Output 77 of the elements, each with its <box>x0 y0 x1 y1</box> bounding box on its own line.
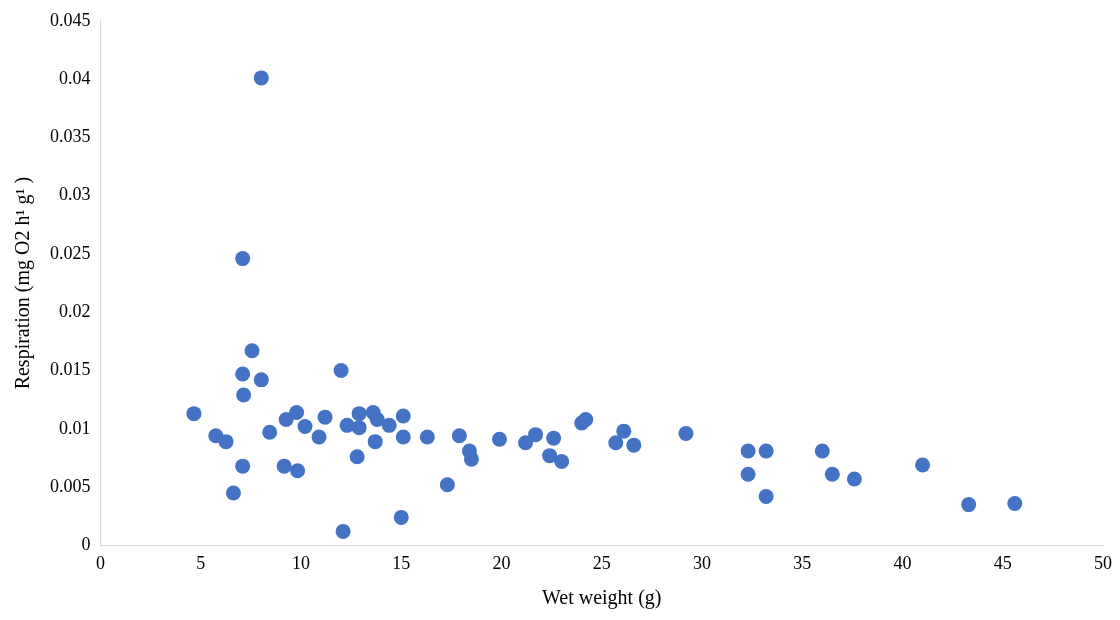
point <box>824 466 840 482</box>
point <box>393 509 409 525</box>
x-tick-label: 15 <box>392 552 411 573</box>
point <box>349 449 365 465</box>
point <box>518 435 534 451</box>
x-axis-title: Wet weight (g) <box>542 586 662 610</box>
x-tick-label: 30 <box>693 552 711 573</box>
point <box>740 466 756 482</box>
point <box>317 409 333 425</box>
point <box>451 428 467 444</box>
point <box>678 425 694 441</box>
y-tick-label: 0 <box>81 534 91 555</box>
point <box>608 435 624 451</box>
x-tick-label: 5 <box>196 552 206 573</box>
y-axis-title: Respiration (mg O2 h¹ g¹ ) <box>11 176 35 390</box>
point <box>578 412 594 427</box>
point <box>253 70 269 86</box>
x-tick-label: 25 <box>592 552 611 573</box>
y-tick-label: 0.045 <box>50 9 91 30</box>
point <box>186 406 202 422</box>
point <box>846 471 862 487</box>
point <box>235 251 251 267</box>
point <box>740 443 756 459</box>
point <box>235 366 251 382</box>
point <box>367 434 383 450</box>
point <box>351 406 367 422</box>
point <box>546 430 562 446</box>
y-tick-label: 0.035 <box>50 126 91 147</box>
y-tick-label: 0.015 <box>50 359 91 380</box>
y-tick-label: 0.02 <box>59 300 91 321</box>
point <box>244 343 260 359</box>
point <box>528 427 544 443</box>
point <box>311 429 327 445</box>
point <box>616 423 632 439</box>
point <box>814 443 830 459</box>
point <box>381 417 397 433</box>
point <box>276 458 292 474</box>
point <box>289 405 305 420</box>
point <box>369 412 385 427</box>
point <box>758 488 774 504</box>
y-tick-label: 0.025 <box>50 242 91 263</box>
point <box>492 431 507 447</box>
point <box>290 463 306 479</box>
point <box>915 457 931 473</box>
point <box>335 523 351 539</box>
x-tick-label: 40 <box>893 552 912 573</box>
point <box>225 485 241 501</box>
point <box>297 418 313 434</box>
point <box>395 429 411 445</box>
x-tick-label: 45 <box>993 552 1012 573</box>
point <box>439 477 455 493</box>
x-tick-label: 10 <box>292 552 310 573</box>
y-tick-label: 0.01 <box>59 417 91 438</box>
y-tick-label: 0.04 <box>59 67 91 88</box>
y-tick-label: 0.005 <box>50 475 91 496</box>
point <box>463 451 479 467</box>
point <box>626 437 642 453</box>
y-tick-label: 0.03 <box>59 184 91 205</box>
point <box>554 453 570 469</box>
point <box>758 443 774 459</box>
point <box>1007 495 1023 511</box>
point <box>419 429 435 445</box>
point <box>395 408 411 424</box>
point <box>253 372 269 388</box>
x-tick-label: 0 <box>96 552 105 573</box>
point <box>236 387 252 403</box>
x-tick-label: 35 <box>793 552 812 573</box>
point <box>278 412 294 427</box>
point <box>351 420 367 436</box>
x-tick-label: 20 <box>492 552 511 573</box>
point <box>961 497 977 513</box>
point <box>218 434 234 450</box>
x-tick-label: 50 <box>1094 552 1112 573</box>
point <box>235 458 251 474</box>
point <box>333 363 349 379</box>
point <box>262 424 278 440</box>
point <box>542 448 558 464</box>
